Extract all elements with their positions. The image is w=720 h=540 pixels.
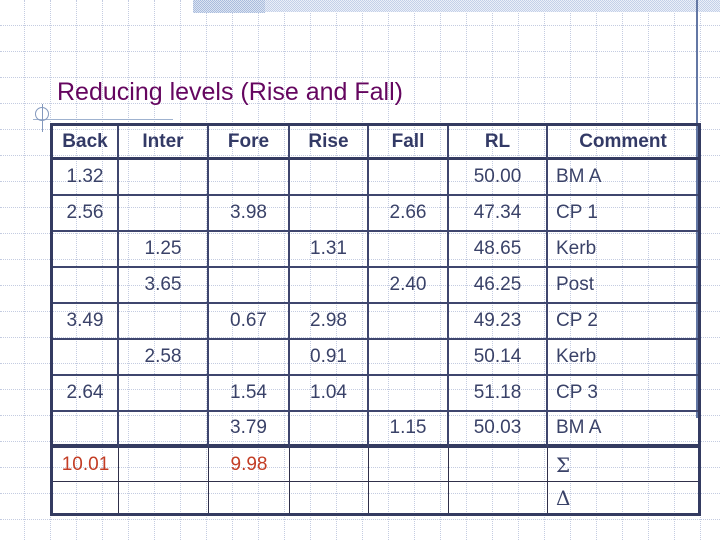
cell-comment: CP 2	[548, 304, 698, 340]
grid-line	[24, 0, 25, 540]
cell-back	[53, 268, 119, 304]
title-underline-decoration	[33, 119, 173, 120]
column-header-fore: Fore	[209, 126, 290, 160]
pin-icon-stem	[42, 104, 43, 132]
cell-rise: 1.31	[290, 232, 369, 268]
column-header-inter: Inter	[119, 126, 209, 160]
cell-comment: Δ	[556, 485, 571, 510]
cell-rl	[449, 448, 548, 482]
cell-rise	[290, 160, 369, 196]
cell-fore: 1.54	[209, 376, 290, 412]
cell-back: 1.32	[53, 160, 119, 196]
cell-inter	[119, 196, 209, 232]
top-decoration-bar-dark	[193, 0, 265, 13]
cell-fall	[369, 448, 449, 482]
column-header-rise: Rise	[290, 126, 369, 160]
cell-back: 10.01	[53, 448, 119, 482]
cell-fore: 3.79	[209, 412, 290, 448]
levels-table: Back Inter Fore Rise Fall RL Comment 1.32 50.00 B…	[50, 123, 701, 516]
column-header-back: Back	[53, 126, 119, 160]
cell-comment: BM A	[548, 160, 698, 196]
cell-comment: Kerb	[548, 232, 698, 268]
cell-fall: 2.40	[369, 268, 449, 304]
cell-comment: CP 1	[548, 196, 698, 232]
column-header-fall: Fall	[369, 126, 449, 160]
cell-inter	[119, 160, 209, 196]
cell-comment: Σ	[548, 448, 698, 482]
cell-fall	[369, 482, 449, 513]
cell-rl: 49.23	[449, 304, 548, 340]
cell-rise	[290, 412, 369, 448]
cell-inter	[119, 448, 209, 482]
grid-line	[0, 51, 720, 52]
cell-back	[53, 482, 119, 513]
cell-rl	[449, 482, 548, 513]
cell-back	[53, 412, 119, 448]
cell-fall	[369, 304, 449, 340]
cell-rise	[290, 268, 369, 304]
cell-rise	[290, 196, 369, 232]
cell-fore	[209, 268, 290, 304]
cell-back: 2.56	[53, 196, 119, 232]
cell-inter	[119, 304, 209, 340]
cell-comment: CP 3	[548, 376, 698, 412]
cell-inter: 3.65	[119, 268, 209, 304]
right-decoration-line	[696, 0, 698, 418]
cell-fore	[209, 340, 290, 376]
cell-fall	[369, 232, 449, 268]
cell-comment: BM A	[548, 412, 698, 448]
cell-rl: 50.00	[449, 160, 548, 196]
cell-back: 2.64	[53, 376, 119, 412]
cell-fore: 9.98	[209, 448, 290, 482]
cell-rise: 2.98	[290, 304, 369, 340]
cell-fall: 2.66	[369, 196, 449, 232]
cell-comment: Kerb	[548, 340, 698, 376]
cell-inter: 1.25	[119, 232, 209, 268]
cell-fore: 0.67	[209, 304, 290, 340]
cell-fall: 1.15	[369, 412, 449, 448]
top-decoration-bar-light	[265, 0, 720, 12]
cell-back	[53, 340, 119, 376]
cell-fore	[209, 482, 290, 513]
cell-rl: 46.25	[449, 268, 548, 304]
slide-title: Reducing levels (Rise and Fall)	[57, 78, 403, 106]
cell-rl: 50.03	[449, 412, 548, 448]
cell-rl: 47.34	[449, 196, 548, 232]
cell-rise	[290, 448, 369, 482]
column-header-rl: RL	[449, 126, 548, 160]
column-header-comment: Comment	[548, 126, 698, 160]
cell-fall	[369, 376, 449, 412]
cell-rise	[290, 482, 369, 513]
cell-fore: 3.98	[209, 196, 290, 232]
cell-rise: 1.04	[290, 376, 369, 412]
cell-fore	[209, 232, 290, 268]
cell-comment: Post	[548, 268, 698, 304]
grid-line	[0, 519, 720, 520]
cell-inter	[119, 412, 209, 448]
cell-rl: 51.18	[449, 376, 548, 412]
cell-rl: 48.65	[449, 232, 548, 268]
cell-back	[53, 232, 119, 268]
cell-inter	[119, 376, 209, 412]
cell-back: 3.49	[53, 304, 119, 340]
cell-inter	[119, 482, 209, 513]
cell-inter: 2.58	[119, 340, 209, 376]
cell-fore	[209, 160, 290, 196]
grid-line	[0, 25, 720, 26]
cell-rise: 0.91	[290, 340, 369, 376]
cell-rl: 50.14	[449, 340, 548, 376]
cell-fall	[369, 340, 449, 376]
cell-fall	[369, 160, 449, 196]
